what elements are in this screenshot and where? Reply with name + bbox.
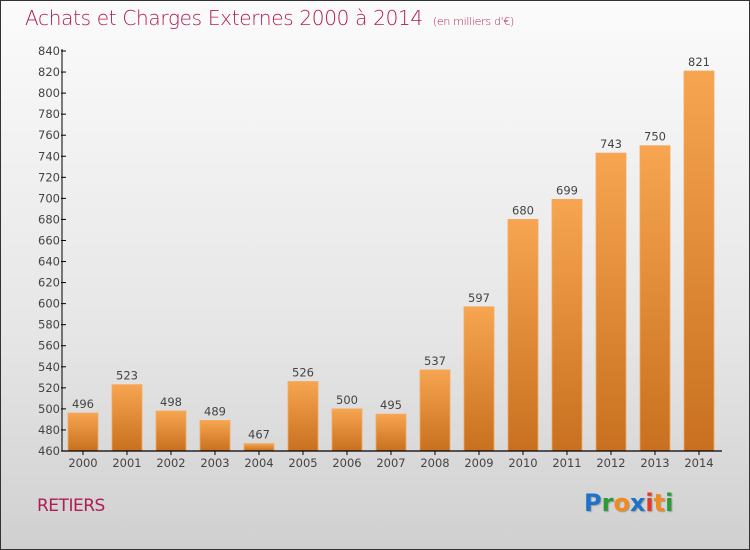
y-tick-label: 760 [38, 128, 60, 142]
data-label-2014: 821 [688, 55, 710, 69]
y-tick-label: 460 [38, 444, 60, 458]
x-tick-label: 2009 [464, 456, 493, 470]
x-tick-label: 2005 [288, 456, 317, 470]
x-tick-label: 2008 [420, 456, 449, 470]
x-tick-label: 2002 [156, 456, 185, 470]
y-tick-label: 620 [38, 276, 60, 290]
bar-2013 [639, 145, 671, 452]
y-tick-label: 720 [38, 170, 60, 184]
x-tick-label: 2004 [244, 456, 273, 470]
data-label-2006: 500 [336, 393, 358, 407]
logo-letter: i [645, 489, 654, 517]
bar-2002 [155, 410, 187, 452]
x-tick-label: 2001 [112, 456, 141, 470]
y-tick-label: 820 [38, 65, 60, 79]
bar-2009 [463, 306, 495, 452]
data-label-2002: 498 [160, 395, 182, 409]
y-tick-label: 660 [38, 233, 60, 247]
bar-2012 [595, 152, 627, 452]
y-tick-label: 740 [38, 149, 60, 163]
y-tick-label: 640 [38, 255, 60, 269]
data-label-2001: 523 [116, 369, 138, 383]
data-label-2011: 699 [556, 183, 578, 197]
town-name: RETIERS [37, 496, 105, 516]
chart-title: Achats et Charges Externes 2000 à 2014 [25, 6, 423, 30]
x-tick-label: 2012 [596, 456, 625, 470]
chart-subtitle: (en milliers d'€) [432, 15, 515, 28]
logo-letter: t [653, 489, 666, 517]
data-label-2000: 496 [72, 397, 94, 411]
data-label-2004: 467 [248, 428, 270, 442]
bar-2001 [111, 384, 143, 452]
bars: 496 523 498 489 467 526 500 495 537 597 680 699 743 7… [67, 55, 715, 452]
y-tick-label: 600 [38, 297, 60, 311]
bar-2011 [551, 199, 583, 452]
x-tick-label: 2003 [200, 456, 229, 470]
x-tick-label: 2014 [684, 456, 713, 470]
bar-2014 [683, 70, 715, 452]
data-label-2013: 750 [644, 130, 666, 144]
y-tick-label: 560 [38, 339, 60, 353]
data-label-2009: 597 [468, 291, 490, 305]
logo-letter: i [665, 489, 674, 517]
y-tick-label: 680 [38, 212, 60, 226]
x-tick-label: 2000 [68, 456, 97, 470]
bar-2008 [419, 369, 451, 452]
y-tick-label: 580 [38, 318, 60, 332]
x-tick-label: 2007 [376, 456, 405, 470]
data-label-2010: 680 [512, 203, 534, 217]
data-label-2007: 495 [380, 398, 402, 412]
data-label-2005: 526 [292, 366, 314, 380]
bar-2007 [375, 413, 407, 452]
y-tick-label: 780 [38, 107, 60, 121]
y-tick-label: 800 [38, 86, 60, 100]
logo-letter: o [613, 489, 630, 517]
y-tick-label: 520 [38, 381, 60, 395]
chart-title-block: Achats et Charges Externes 2000 à 2014 (e… [25, 6, 514, 30]
x-tick-label: 2013 [640, 456, 669, 470]
bar-2003 [199, 420, 231, 452]
y-tick-label: 840 [38, 44, 60, 58]
x-axis: 2000 2001 2002 2003 2004 2005 2006 2007 2008 2009… [62, 450, 722, 470]
data-label-2003: 489 [204, 404, 226, 418]
proxiti-logo: Proxiti [584, 489, 673, 517]
bar-2000 [67, 412, 99, 452]
data-label-2012: 743 [600, 137, 622, 151]
x-tick-label: 2010 [508, 456, 537, 470]
y-tick-label: 500 [38, 402, 60, 416]
logo-letter: P [584, 489, 602, 517]
data-label-2008: 537 [424, 354, 446, 368]
bar-2004 [243, 443, 275, 452]
bar-2010 [507, 219, 539, 452]
y-axis: 460 480 500 520 540 560 580 600 620 640 660 680 700 7… [38, 44, 66, 458]
logo-letter: r [601, 489, 614, 517]
y-tick-label: 540 [38, 360, 60, 374]
bar-2006 [331, 408, 363, 452]
y-tick-label: 480 [38, 423, 60, 437]
logo-letter: x [629, 489, 646, 517]
bar-2005 [287, 381, 319, 452]
x-tick-label: 2011 [552, 456, 581, 470]
x-tick-label: 2006 [332, 456, 361, 470]
y-tick-label: 700 [38, 191, 60, 205]
